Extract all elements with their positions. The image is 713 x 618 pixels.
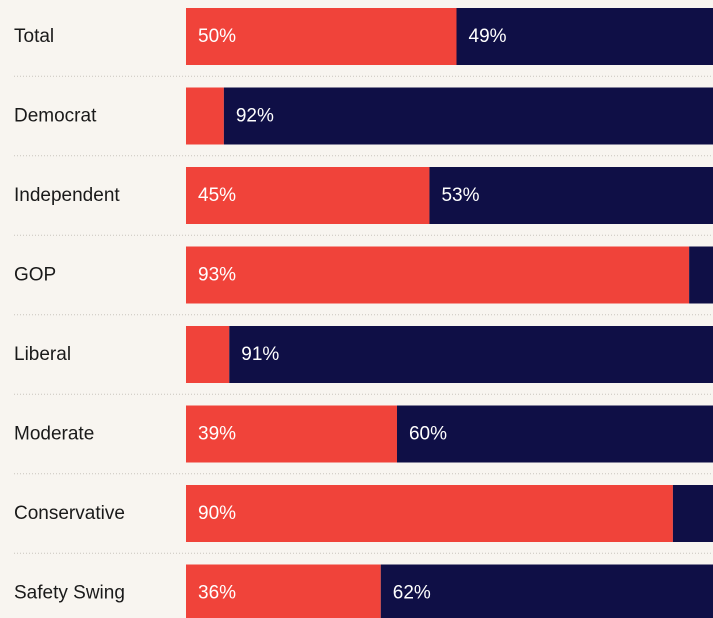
data-label: 60% bbox=[409, 424, 447, 445]
bar-segment-navy bbox=[672, 485, 713, 542]
data-label: 92% bbox=[236, 106, 274, 127]
data-label: 49% bbox=[469, 26, 507, 47]
bar-segment-red bbox=[186, 326, 230, 383]
category-label: Total bbox=[14, 26, 54, 47]
bar-segment-navy bbox=[396, 405, 713, 463]
data-label: 53% bbox=[441, 185, 479, 206]
data-label: 90% bbox=[198, 503, 236, 524]
bar-segment-red bbox=[186, 564, 381, 618]
bar-segment-red bbox=[186, 87, 224, 145]
category-label: Conservative bbox=[14, 503, 125, 524]
category-label: Independent bbox=[14, 185, 120, 206]
bar-segment-navy bbox=[380, 564, 713, 618]
bar-row: Liberal 91% bbox=[14, 326, 713, 383]
bar-row: Safety Swing 36% 62% bbox=[14, 564, 713, 618]
category-label: Safety Swing bbox=[14, 583, 125, 604]
bar-segment-red bbox=[186, 167, 430, 224]
data-label: 62% bbox=[393, 583, 431, 604]
bar-segment-navy bbox=[456, 8, 713, 65]
data-label: 45% bbox=[198, 185, 236, 206]
bar-row: Total 50% 49% bbox=[14, 8, 713, 65]
bar-row: Moderate 39% 60% bbox=[14, 405, 713, 463]
bar-segment-red bbox=[186, 8, 457, 65]
data-label: 36% bbox=[198, 583, 236, 604]
category-label: GOP bbox=[14, 265, 56, 286]
data-label: 91% bbox=[241, 344, 279, 365]
bar-segment-navy bbox=[223, 87, 713, 145]
bar-row: Conservative 90% bbox=[14, 485, 713, 542]
bar-segment-navy bbox=[429, 167, 713, 224]
bar-segment-red bbox=[186, 485, 673, 542]
bar-segment-navy bbox=[689, 246, 713, 304]
data-label: 39% bbox=[198, 424, 236, 445]
bar-segment-red bbox=[186, 405, 397, 463]
category-label: Liberal bbox=[14, 344, 71, 365]
bar-row: GOP 93% bbox=[14, 246, 713, 304]
data-label: 93% bbox=[198, 265, 236, 286]
category-label: Democrat bbox=[14, 106, 97, 127]
bar-segment-navy bbox=[229, 326, 713, 383]
category-label: Moderate bbox=[14, 424, 94, 445]
bar-row: Democrat 92% bbox=[14, 87, 713, 145]
bar-segment-red bbox=[186, 246, 690, 304]
bar-row: Independent 45% 53% bbox=[14, 167, 713, 224]
data-label: 50% bbox=[198, 26, 236, 47]
